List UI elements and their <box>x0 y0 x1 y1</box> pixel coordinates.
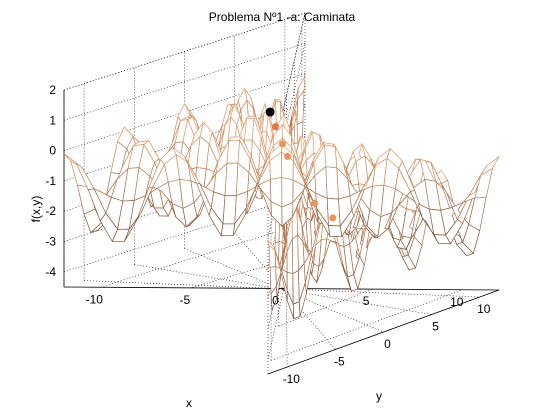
x-tick-label: 0 <box>272 294 279 308</box>
x-tick-label: -5 <box>180 293 191 307</box>
z-gridline <box>63 73 306 238</box>
z-gridline <box>63 164 306 329</box>
surface-cell <box>480 156 500 176</box>
y-tick-label: 5 <box>432 320 439 334</box>
z-gridline <box>63 194 306 359</box>
axis-line <box>267 289 500 375</box>
surface-cell <box>226 139 240 164</box>
z-tick-label: 0 <box>49 144 56 158</box>
z-gridline <box>63 12 306 178</box>
walk-points <box>265 107 337 222</box>
y-tick-label: -10 <box>283 372 301 386</box>
y-tick-label: 10 <box>477 302 491 316</box>
surface-cell <box>222 195 237 225</box>
floor-gridline <box>134 264 432 315</box>
y-axis-label: y <box>376 389 382 403</box>
surface-cell <box>328 225 343 237</box>
z-tick-label: -3 <box>45 235 56 249</box>
walk-point <box>284 152 292 160</box>
z-tick-label: -2 <box>45 204 56 218</box>
current-point <box>265 107 275 117</box>
surface-cell <box>281 176 294 208</box>
x-axis-label: x <box>186 396 192 410</box>
walk-point <box>279 140 287 148</box>
x-tick-label: 10 <box>450 295 464 309</box>
floor-gridline <box>100 223 303 288</box>
box-edge <box>267 12 306 178</box>
z-tick-label: -1 <box>45 174 56 188</box>
x-tick-label: 5 <box>363 294 370 308</box>
x-tick-label: -10 <box>86 292 104 306</box>
z-axis-label: f(x,y) <box>29 196 43 223</box>
y-tick-label: 0 <box>384 337 391 351</box>
y-tick-label: -5 <box>334 355 345 369</box>
z-tick-label: 2 <box>49 83 56 97</box>
axis-line <box>63 286 500 291</box>
surface-cell <box>220 223 236 237</box>
floor-gridline <box>281 288 287 293</box>
floor-gridline <box>270 289 463 361</box>
z-gridline <box>63 42 306 208</box>
surface-cell <box>292 301 301 320</box>
surface-mesh <box>63 76 500 320</box>
surface-cell <box>326 197 341 227</box>
z-tick-label: -4 <box>45 265 56 279</box>
surface-cell <box>224 162 239 197</box>
walk-point <box>311 199 319 207</box>
walk-point <box>271 123 279 131</box>
chart-title: Problema Nº1 -a: Caminata <box>209 10 356 24</box>
walk-point <box>329 214 337 222</box>
z-tick-label: 1 <box>49 113 56 127</box>
surface-cell <box>325 166 339 200</box>
